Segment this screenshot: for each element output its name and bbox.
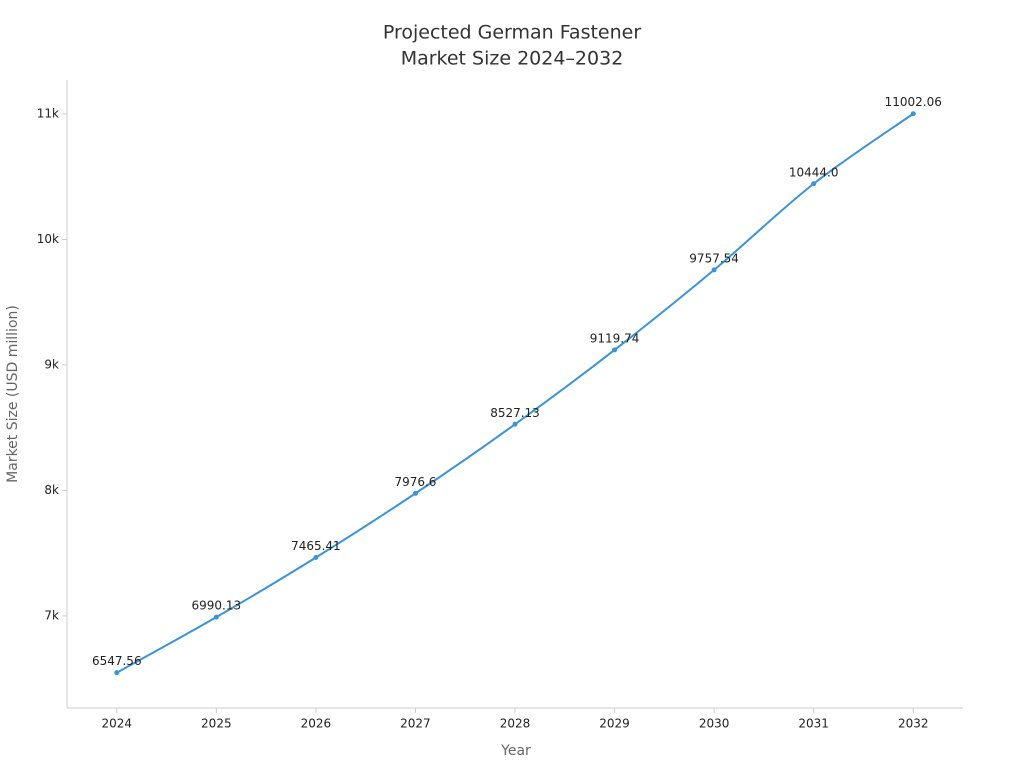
y-tick-label: 8k xyxy=(44,483,59,497)
x-tick-label: 2031 xyxy=(798,717,829,731)
y-tick-label: 10k xyxy=(37,232,59,246)
data-label: 11002.06 xyxy=(885,95,942,109)
data-label: 7976.6 xyxy=(394,475,436,489)
data-label: 6990.13 xyxy=(192,599,242,613)
data-label: 7465.41 xyxy=(291,539,341,553)
point xyxy=(811,181,817,187)
chart-title: Projected German Fastener xyxy=(383,22,642,44)
x-tick-label: 2027 xyxy=(400,717,431,731)
data-label: 9119.74 xyxy=(590,331,640,345)
x-tick-label: 2024 xyxy=(102,717,133,731)
point xyxy=(412,490,418,496)
y-axis-label: Market Size (USD million) xyxy=(5,305,21,483)
x-tick-label: 2029 xyxy=(599,717,630,731)
chart-title: Market Size 2024–2032 xyxy=(401,48,624,70)
y-tick-label: 7k xyxy=(44,608,59,622)
x-tick-label: 2032 xyxy=(898,717,929,731)
x-tick-label: 2028 xyxy=(500,717,531,731)
x-tick-label: 2026 xyxy=(301,717,332,731)
point xyxy=(711,267,717,273)
point xyxy=(114,670,120,676)
line xyxy=(116,112,914,674)
x-tick-label: 2025 xyxy=(201,717,232,731)
data-label: 6547.56 xyxy=(92,654,142,668)
y-tick-label: 11k xyxy=(37,107,59,121)
data-label: 8527.13 xyxy=(490,406,540,420)
data-label: 10444.0 xyxy=(789,165,839,179)
point xyxy=(213,614,219,620)
point xyxy=(612,347,618,353)
point xyxy=(512,421,518,427)
point xyxy=(313,555,319,561)
point xyxy=(910,111,916,117)
x-axis-label: Year xyxy=(500,743,531,759)
x-tick-label: 2030 xyxy=(699,717,730,731)
data-label: 9757.54 xyxy=(689,251,739,265)
y-tick-label: 9k xyxy=(44,357,59,371)
